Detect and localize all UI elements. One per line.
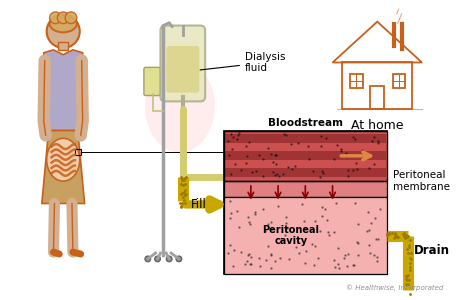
Bar xyxy=(224,151,385,160)
Circle shape xyxy=(50,12,61,24)
Bar xyxy=(223,197,386,274)
Circle shape xyxy=(65,12,77,24)
Bar xyxy=(223,181,386,197)
Bar xyxy=(223,130,386,181)
Polygon shape xyxy=(44,50,83,130)
Bar xyxy=(224,169,385,177)
Bar xyxy=(341,62,411,109)
FancyBboxPatch shape xyxy=(166,46,199,93)
FancyBboxPatch shape xyxy=(160,26,205,101)
Text: Fill: Fill xyxy=(190,198,206,211)
Text: Peritoneal
cavity: Peritoneal cavity xyxy=(262,225,319,246)
Circle shape xyxy=(145,256,151,262)
Bar xyxy=(349,74,362,88)
Text: © Healthwise, Incorporated: © Healthwise, Incorporated xyxy=(345,284,442,291)
Bar xyxy=(224,134,385,143)
Circle shape xyxy=(166,256,172,262)
Ellipse shape xyxy=(50,15,77,32)
Circle shape xyxy=(176,256,181,262)
Ellipse shape xyxy=(46,138,79,181)
Text: Drain: Drain xyxy=(413,244,449,256)
Bar xyxy=(223,130,386,181)
Bar xyxy=(58,42,68,50)
Bar xyxy=(392,74,404,88)
Polygon shape xyxy=(42,130,84,203)
Bar xyxy=(75,149,80,155)
Circle shape xyxy=(57,12,69,24)
Text: At home: At home xyxy=(350,119,403,132)
Bar xyxy=(223,130,386,274)
FancyBboxPatch shape xyxy=(144,68,160,95)
Circle shape xyxy=(46,15,79,48)
Text: Peritoneal
membrane: Peritoneal membrane xyxy=(386,170,449,192)
Ellipse shape xyxy=(145,60,214,152)
Text: Bloodstream: Bloodstream xyxy=(267,118,342,128)
Circle shape xyxy=(154,256,160,262)
Text: Dialysis
fluid: Dialysis fluid xyxy=(200,52,285,73)
Bar xyxy=(369,86,383,109)
